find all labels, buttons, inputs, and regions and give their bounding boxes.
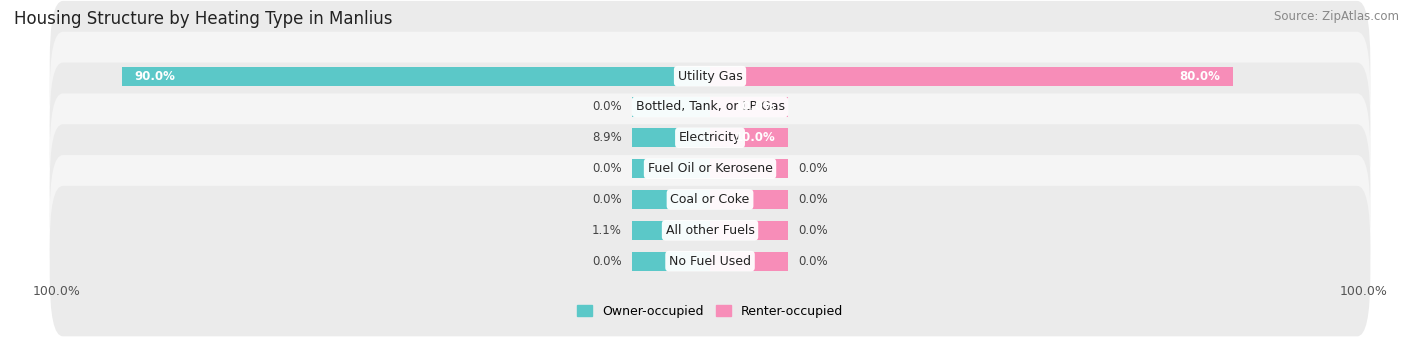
Bar [710,221,789,240]
Text: 0.0%: 0.0% [799,193,828,206]
Text: 0.0%: 0.0% [799,224,828,237]
Bar [631,190,710,209]
FancyBboxPatch shape [49,1,1371,151]
Bar [710,252,789,271]
Bar [710,66,1233,86]
Text: 0.0%: 0.0% [592,255,621,268]
Bar [631,252,710,271]
Bar [631,128,710,147]
Text: Bottled, Tank, or LP Gas: Bottled, Tank, or LP Gas [636,101,785,114]
Text: Utility Gas: Utility Gas [678,70,742,83]
Text: Fuel Oil or Kerosene: Fuel Oil or Kerosene [648,162,772,175]
Text: 0.0%: 0.0% [592,101,621,114]
Text: 8.9%: 8.9% [592,131,621,144]
Text: No Fuel Used: No Fuel Used [669,255,751,268]
Text: 0.0%: 0.0% [799,162,828,175]
FancyBboxPatch shape [49,155,1371,306]
FancyBboxPatch shape [49,93,1371,244]
Text: All other Fuels: All other Fuels [665,224,755,237]
Text: Coal or Coke: Coal or Coke [671,193,749,206]
Bar [122,66,710,86]
Bar [631,98,710,117]
Bar [631,221,710,240]
FancyBboxPatch shape [49,32,1371,182]
Bar [710,98,789,117]
FancyBboxPatch shape [49,124,1371,275]
Text: 10.0%: 10.0% [735,101,776,114]
Text: Electricity: Electricity [679,131,741,144]
Text: 0.0%: 0.0% [592,162,621,175]
Text: 10.0%: 10.0% [735,131,776,144]
Text: 0.0%: 0.0% [592,193,621,206]
Bar [710,159,789,178]
Text: 90.0%: 90.0% [135,70,176,83]
FancyBboxPatch shape [49,186,1371,336]
Text: 1.1%: 1.1% [592,224,621,237]
Text: 80.0%: 80.0% [1180,70,1220,83]
Text: Source: ZipAtlas.com: Source: ZipAtlas.com [1274,10,1399,23]
Bar [631,159,710,178]
Bar [710,128,789,147]
Legend: Owner-occupied, Renter-occupied: Owner-occupied, Renter-occupied [572,300,848,323]
FancyBboxPatch shape [49,63,1371,213]
Text: Housing Structure by Heating Type in Manlius: Housing Structure by Heating Type in Man… [14,10,392,28]
Text: 0.0%: 0.0% [799,255,828,268]
Bar [710,190,789,209]
